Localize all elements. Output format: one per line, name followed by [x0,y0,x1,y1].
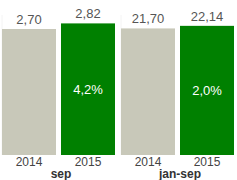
category-label: 2015 [75,155,102,169]
data-label: 21,70 [132,11,165,26]
group-title: jan-sep [158,167,201,180]
bar [180,26,234,155]
category-label: 2014 [135,155,162,169]
data-label: 22,14 [191,9,224,24]
annotation: 2,0% [192,83,222,98]
category-label: 2014 [16,155,43,169]
annotation: 4,2% [73,82,103,97]
bar [61,23,115,155]
chart: 2,7020142,8220154,2%sep21,70201422,14201… [0,0,237,180]
bar [121,28,175,155]
data-label: 2,82 [75,6,100,21]
bar [2,29,56,155]
group-title: sep [51,167,72,180]
data-label: 2,70 [16,12,41,27]
